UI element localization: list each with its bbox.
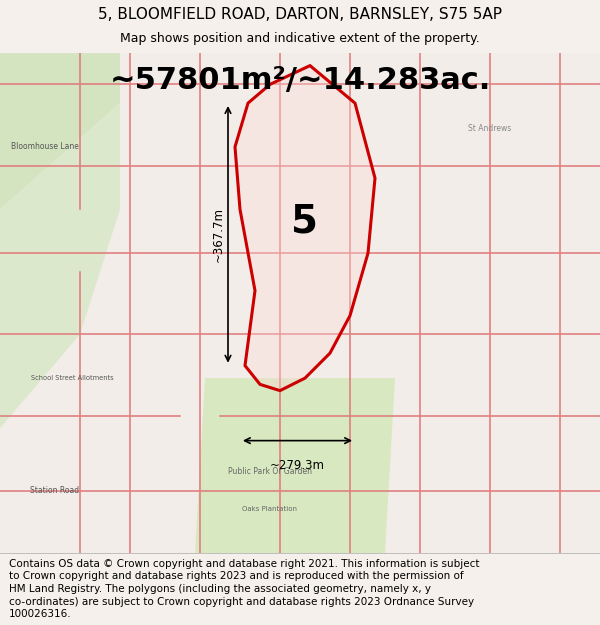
Text: 5: 5 bbox=[292, 203, 319, 241]
Text: ~279.3m: ~279.3m bbox=[269, 459, 325, 472]
Text: St Andrews: St Andrews bbox=[469, 124, 512, 132]
Text: Contains OS data © Crown copyright and database right 2021. This information is : Contains OS data © Crown copyright and d… bbox=[9, 559, 479, 569]
Text: HM Land Registry. The polygons (including the associated geometry, namely x, y: HM Land Registry. The polygons (includin… bbox=[9, 584, 431, 594]
Text: Map shows position and indicative extent of the property.: Map shows position and indicative extent… bbox=[120, 32, 480, 45]
Text: Station Road: Station Road bbox=[31, 486, 80, 495]
Text: ~57801m²/~14.283ac.: ~57801m²/~14.283ac. bbox=[109, 66, 491, 94]
Text: ~367.7m: ~367.7m bbox=[212, 207, 225, 262]
Text: co-ordinates) are subject to Crown copyright and database rights 2023 Ordnance S: co-ordinates) are subject to Crown copyr… bbox=[9, 597, 474, 607]
Text: Oaks Plantation: Oaks Plantation bbox=[242, 506, 298, 512]
Text: Public Park Or Garden: Public Park Or Garden bbox=[228, 468, 312, 476]
Polygon shape bbox=[0, 103, 120, 428]
Polygon shape bbox=[195, 378, 395, 553]
Text: to Crown copyright and database rights 2023 and is reproduced with the permissio: to Crown copyright and database rights 2… bbox=[9, 571, 464, 581]
Text: 5, BLOOMFIELD ROAD, DARTON, BARNSLEY, S75 5AP: 5, BLOOMFIELD ROAD, DARTON, BARNSLEY, S7… bbox=[98, 8, 502, 22]
Polygon shape bbox=[0, 53, 120, 209]
Text: School Street Allotments: School Street Allotments bbox=[31, 375, 113, 381]
Text: Bloomhouse Lane: Bloomhouse Lane bbox=[11, 142, 79, 151]
Text: 100026316.: 100026316. bbox=[9, 609, 71, 619]
Polygon shape bbox=[235, 66, 375, 391]
